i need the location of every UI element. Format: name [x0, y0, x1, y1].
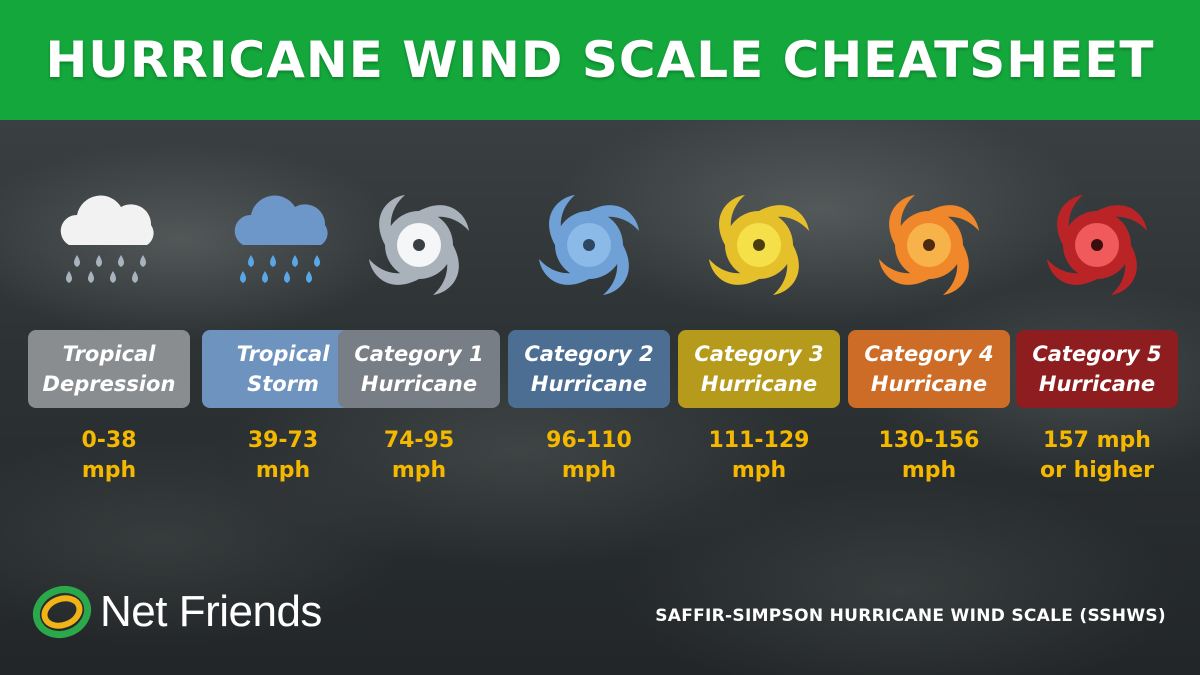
scale-column-tropical-depression: Tropical Depression 0-38 mph — [28, 0, 190, 675]
rain-cloud-icon — [60, 195, 154, 283]
wind-speed-unit: mph — [255, 458, 311, 483]
wind-speed-unit: or higher — [1039, 458, 1154, 483]
hurricane-icon — [369, 195, 469, 295]
category-name-line2: Hurricane — [700, 372, 818, 396]
category-label: Tropical Depression — [28, 330, 190, 408]
net-friends-logo-icon — [32, 585, 92, 639]
hurricane-icon — [709, 195, 809, 295]
wind-speed: 0-38 mph — [28, 426, 190, 486]
category-label: Category 1 Hurricane — [338, 330, 500, 408]
wind-speed: 96-110 mph — [508, 426, 670, 486]
wind-speed-value: 0-38 — [81, 428, 137, 453]
scale-column-category-1: Category 1 Hurricane 74-95 mph — [338, 0, 500, 675]
category-name-line2: Hurricane — [360, 372, 478, 396]
hurricane-icon — [1047, 195, 1147, 295]
page-title: HURRICANE WIND SCALE CHEATSHEET — [45, 31, 1155, 89]
category-label: Category 5 Hurricane — [1016, 330, 1178, 408]
net-friends-logo: Net Friends — [32, 582, 322, 642]
scale-column-category-5: Category 5 Hurricane 157 mph or higher — [1016, 0, 1178, 675]
wind-speed-unit: mph — [901, 458, 957, 483]
rain-cloud-icon — [234, 195, 328, 283]
category-name-line2: Storm — [247, 372, 319, 396]
category-label: Tropical Storm — [202, 330, 364, 408]
scale-column-category-3: Category 3 Hurricane 111-129 mph — [678, 0, 840, 675]
source-caption: SAFFIR-SIMPSON HURRICANE WIND SCALE (SSH… — [655, 606, 1166, 626]
wind-speed: 157 mph or higher — [1016, 426, 1178, 486]
hurricane-icon — [879, 195, 979, 295]
wind-speed-unit: mph — [391, 458, 447, 483]
logo-text: Net Friends — [100, 587, 322, 636]
category-name-line1: Category 3 — [694, 342, 824, 366]
hurricane-icon — [539, 195, 639, 295]
scale-column-tropical-storm: Tropical Storm 39-73 mph — [202, 0, 364, 675]
category-name-line1: Tropical — [62, 342, 156, 366]
category-name-line2: Depression — [42, 372, 176, 396]
wind-speed-value: 130-156 — [878, 428, 980, 453]
scale-column-category-4: Category 4 Hurricane 130-156 mph — [848, 0, 1010, 675]
wind-speed-value: 96-110 — [546, 428, 632, 453]
category-label: Category 2 Hurricane — [508, 330, 670, 408]
wind-speed-unit: mph — [731, 458, 787, 483]
category-label: Category 4 Hurricane — [848, 330, 1010, 408]
scale-column-category-2: Category 2 Hurricane 96-110 mph — [508, 0, 670, 675]
wind-speed: 74-95 mph — [338, 426, 500, 486]
wind-speed: 111-129 mph — [678, 426, 840, 486]
category-label: Category 3 Hurricane — [678, 330, 840, 408]
wind-speed-value: 74-95 — [383, 428, 455, 453]
category-name-line1: Category 4 — [864, 342, 994, 366]
wind-speed: 130-156 mph — [848, 426, 1010, 486]
category-name-line1: Category 1 — [354, 342, 484, 366]
wind-speed-value: 39-73 — [247, 428, 319, 453]
wind-speed: 39-73 mph — [202, 426, 364, 486]
wind-speed-unit: mph — [81, 458, 137, 483]
wind-speed-value: 111-129 — [708, 428, 810, 453]
category-name-line1: Tropical — [236, 342, 330, 366]
title-banner: HURRICANE WIND SCALE CHEATSHEET — [0, 0, 1200, 120]
category-name-line2: Hurricane — [870, 372, 988, 396]
category-name-line2: Hurricane — [530, 372, 648, 396]
category-name-line1: Category 2 — [524, 342, 654, 366]
wind-speed-value: 157 mph — [1043, 428, 1151, 453]
category-name-line2: Hurricane — [1038, 372, 1156, 396]
wind-speed-unit: mph — [561, 458, 617, 483]
category-name-line1: Category 5 — [1032, 342, 1162, 366]
